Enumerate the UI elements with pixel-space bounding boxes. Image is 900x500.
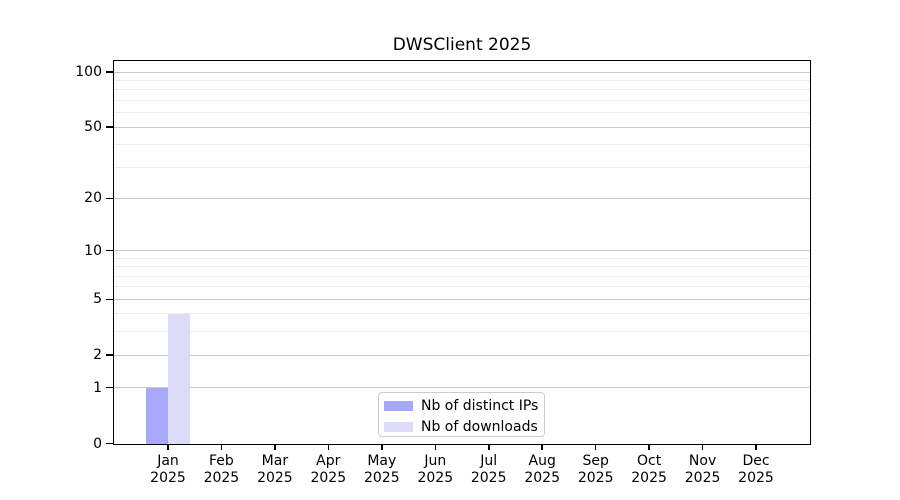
x-tick-nov xyxy=(701,445,704,450)
x-tick-oct xyxy=(648,445,650,450)
x-tick-month: Nov xyxy=(688,453,717,469)
y-tick-1 xyxy=(106,386,113,389)
x-tick-month: Jul xyxy=(480,453,498,469)
x-tick-month: Sep xyxy=(582,453,609,469)
x-tick-aug xyxy=(541,445,543,450)
gridline-minor-6 xyxy=(114,286,810,288)
x-tick-label-may: May 2025 xyxy=(347,453,417,487)
y-tick-2 xyxy=(106,354,113,356)
gridline-major-2 xyxy=(114,354,810,356)
gridline-minor-4 xyxy=(114,313,810,315)
x-tick-label-jun: Jun 2025 xyxy=(400,453,470,487)
legend-item-nb-of-downloads: Nb of downloads xyxy=(384,417,544,437)
y-tick-label-10: 10 xyxy=(84,242,102,259)
legend-item-nb-of-distinct-ips: Nb of distinct IPs xyxy=(384,396,544,416)
x-tick-label-mar: Mar 2025 xyxy=(240,453,310,487)
gridline-minor-70 xyxy=(114,99,810,101)
y-tick-100 xyxy=(106,71,113,73)
y-tick-0 xyxy=(106,442,113,445)
gridline-minor-90 xyxy=(114,79,810,81)
x-tick-year: 2025 xyxy=(577,470,614,486)
legend: Nb of distinct IPs Nb of downloads xyxy=(378,392,545,437)
x-tick-mar xyxy=(274,445,276,450)
y-tick-5 xyxy=(106,298,113,300)
x-tick-label-sep: Sep 2025 xyxy=(561,453,631,487)
gridline-major-5 xyxy=(114,298,810,300)
nb-of-distinct-ips-bar-jan-2025 xyxy=(145,388,168,444)
x-tick-month: May xyxy=(367,453,397,469)
x-tick-month: Mar xyxy=(261,453,289,469)
x-tick-label-jan: Jan 2025 xyxy=(133,453,203,487)
y-tick-label-20: 20 xyxy=(84,190,102,207)
x-tick-jul xyxy=(488,445,490,450)
x-tick-dec xyxy=(755,445,757,450)
x-tick-label-oct: Oct 2025 xyxy=(614,453,684,487)
gridline-major-50 xyxy=(114,126,810,128)
gridline-major-100 xyxy=(114,71,810,73)
x-tick-month: Apr xyxy=(316,453,341,469)
x-tick-year: 2025 xyxy=(524,470,560,486)
gridline-major-10 xyxy=(114,250,810,251)
x-tick-year: 2025 xyxy=(310,470,347,486)
x-tick-year: 2025 xyxy=(257,470,293,486)
gridline-minor-40 xyxy=(114,144,810,145)
legend-label: Nb of downloads xyxy=(421,419,538,435)
x-tick-month: Feb xyxy=(208,453,234,469)
x-tick-month: Jan xyxy=(157,453,179,469)
x-tick-year: 2025 xyxy=(684,470,721,486)
x-tick-label-dec: Dec 2025 xyxy=(721,453,791,487)
y-tick-label-1: 1 xyxy=(93,379,102,396)
x-tick-year: 2025 xyxy=(150,470,186,486)
legend-swatch-icon xyxy=(384,401,413,411)
x-tick-apr xyxy=(327,445,330,450)
y-tick-label-50: 50 xyxy=(84,119,102,135)
legend-label: Nb of distinct IPs xyxy=(421,398,539,414)
x-tick-label-apr: Apr 2025 xyxy=(293,453,363,487)
x-tick-feb xyxy=(220,445,223,450)
chart-title: DWSClient 2025 xyxy=(392,35,532,55)
x-tick-label-jul: Jul 2025 xyxy=(454,453,524,487)
y-tick-50 xyxy=(106,126,113,128)
y-tick-label-2: 2 xyxy=(93,347,102,364)
nb-of-downloads-bar-jan-2025 xyxy=(167,314,190,444)
x-tick-month: Oct xyxy=(636,453,662,469)
gridline-minor-3 xyxy=(114,331,810,333)
x-tick-month: Dec xyxy=(742,453,770,469)
gridline-minor-7 xyxy=(114,275,810,277)
x-tick-year: 2025 xyxy=(470,470,507,486)
legend-swatch-icon xyxy=(384,422,413,432)
x-tick-month: Aug xyxy=(528,453,556,469)
y-tick-label-100: 100 xyxy=(75,64,102,80)
gridline-minor-60 xyxy=(114,112,810,113)
x-tick-year: 2025 xyxy=(631,470,667,486)
y-tick-label-0: 0 xyxy=(93,435,102,452)
gridline-minor-9 xyxy=(114,257,810,259)
x-tick-label-feb: Feb 2025 xyxy=(186,453,256,487)
y-tick-10 xyxy=(106,249,113,252)
gridline-minor-30 xyxy=(114,166,810,168)
x-tick-sep xyxy=(594,445,597,450)
y-tick-label-5: 5 xyxy=(93,291,102,308)
gridline-major-1 xyxy=(114,387,810,389)
plot-area xyxy=(113,60,811,445)
gridline-minor-80 xyxy=(114,89,810,91)
gridline-minor-8 xyxy=(114,266,810,268)
x-tick-year: 2025 xyxy=(738,470,774,486)
x-tick-jan xyxy=(167,445,169,450)
x-tick-label-nov: Nov 2025 xyxy=(668,453,738,487)
x-tick-month: Jun xyxy=(424,453,447,469)
x-tick-year: 2025 xyxy=(203,470,240,486)
gridline-major-20 xyxy=(114,197,810,199)
x-tick-jun xyxy=(434,445,436,450)
x-tick-year: 2025 xyxy=(363,470,400,486)
y-tick-20 xyxy=(106,197,113,200)
x-tick-may xyxy=(381,445,383,450)
x-tick-year: 2025 xyxy=(417,470,454,486)
x-tick-label-aug: Aug 2025 xyxy=(507,453,577,487)
